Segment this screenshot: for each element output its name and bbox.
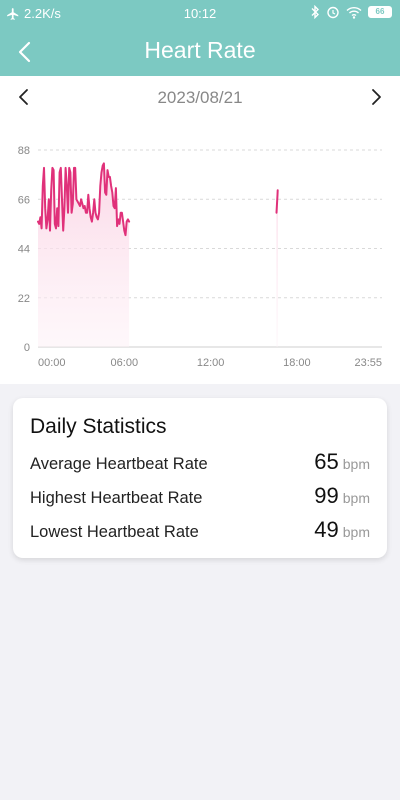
x-tick-label: 23:55 xyxy=(354,357,382,369)
previous-date-button[interactable] xyxy=(14,86,34,108)
app-header: Heart Rate xyxy=(0,28,400,76)
chart-lines xyxy=(37,162,279,237)
status-time: 10:12 xyxy=(183,6,217,21)
status-left: 2.2K/s xyxy=(6,6,61,21)
stat-label: Average Heartbeat Rate xyxy=(30,455,208,473)
status-bar: 2.2K/s 10:12 66 xyxy=(0,0,400,28)
y-tick-label: 44 xyxy=(18,244,30,256)
stat-unit: bpm xyxy=(342,490,370,506)
stat-value-group: 65 bpm xyxy=(314,449,370,475)
stat-row-average: Average Heartbeat Rate 65 bpm xyxy=(30,449,370,479)
series-area xyxy=(38,163,130,347)
stat-unit: bpm xyxy=(342,524,370,540)
chevron-left-icon xyxy=(18,41,31,63)
stat-value: 99 xyxy=(314,483,339,508)
stat-unit: bpm xyxy=(342,456,370,472)
stat-label: Lowest Heartbeat Rate xyxy=(30,523,199,541)
stat-row-lowest: Lowest Heartbeat Rate 49 bpm xyxy=(30,517,370,547)
x-axis-ticks: 00:00 06:00 12:00 18:00 23:55 xyxy=(38,357,382,369)
network-speed: 2.2K/s xyxy=(24,6,61,21)
series-area xyxy=(276,190,278,347)
stat-value: 49 xyxy=(314,517,339,542)
chevron-left-icon xyxy=(19,89,28,105)
x-tick-label: 18:00 xyxy=(283,357,311,369)
airplane-icon xyxy=(7,7,19,20)
y-axis-ticks: 0 22 44 66 88 xyxy=(18,145,30,354)
series-line xyxy=(37,162,131,237)
series-line xyxy=(275,189,279,214)
current-date: 2023/08/21 xyxy=(157,88,243,107)
x-tick-label: 00:00 xyxy=(38,357,66,369)
bluetooth-icon xyxy=(311,5,319,19)
chevron-right-icon xyxy=(372,89,381,105)
y-tick-label: 0 xyxy=(24,342,30,354)
card-title: Daily Statistics xyxy=(30,415,167,438)
x-tick-label: 12:00 xyxy=(197,357,225,369)
y-tick-label: 22 xyxy=(18,293,30,305)
stat-value-group: 49 bpm xyxy=(314,517,370,543)
stat-row-highest: Highest Heartbeat Rate 99 bpm xyxy=(30,483,370,513)
status-right: 66 xyxy=(310,5,392,19)
back-button[interactable] xyxy=(12,38,40,66)
wifi-icon xyxy=(346,6,362,19)
alarm-icon xyxy=(327,6,339,19)
page-title: Heart Rate xyxy=(144,37,256,63)
stat-label: Highest Heartbeat Rate xyxy=(30,489,203,507)
y-tick-label: 88 xyxy=(18,145,30,157)
x-tick-label: 06:00 xyxy=(111,357,139,369)
stat-value: 65 xyxy=(314,449,339,474)
chart-svg: 0 22 44 66 88 00:00 06:00 12:00 18:00 23:55 xyxy=(18,145,382,369)
battery-icon: 66 xyxy=(368,6,392,18)
chart-area-fill xyxy=(38,163,278,347)
next-date-button[interactable] xyxy=(366,86,386,108)
date-navigator: 2023/08/21 xyxy=(0,76,400,118)
stat-value-group: 99 bpm xyxy=(314,483,370,509)
y-tick-label: 66 xyxy=(18,194,30,206)
daily-statistics-card: Daily Statistics Average Heartbeat Rate … xyxy=(13,398,387,558)
heart-rate-chart: 0 22 44 66 88 00:00 06:00 12:00 18:00 23:55 xyxy=(0,118,400,384)
